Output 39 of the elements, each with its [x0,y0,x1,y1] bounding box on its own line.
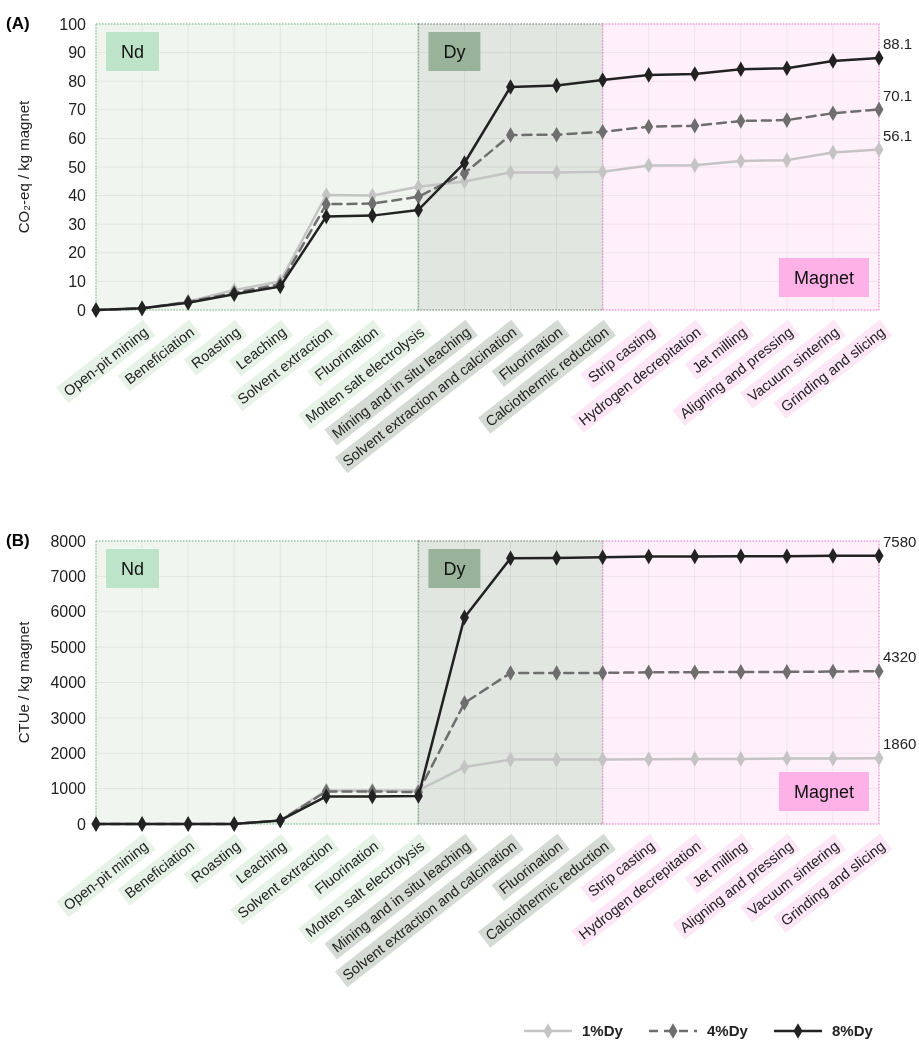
y-tick-label: 60 [68,130,87,148]
y-tick-label: 20 [68,244,87,262]
legend-label: 1%Dy [582,1022,624,1039]
y-tick-label: 0 [77,815,87,833]
data-label: 88.1 [883,35,913,53]
y-tick-label: 4000 [50,674,87,692]
y-tick-label: 1000 [50,780,87,798]
data-label: 1860 [883,735,917,753]
legend-label: 4%Dy [707,1022,749,1039]
annotation: Nd [121,558,145,579]
y-tick-label: 50 [68,158,87,176]
y-tick-label: 2000 [50,744,87,762]
data-label: 56.1 [883,126,913,144]
chart-title: (B) [6,531,30,550]
data-label: 7580 [883,532,917,550]
y-tick-label: 40 [68,187,87,205]
annotation: Nd [121,41,145,62]
legend-label: 8%Dy [832,1022,874,1039]
y-tick-label: 0 [77,301,87,319]
data-label: 4320 [883,648,917,666]
y-tick-label: 10 [68,273,87,291]
y-tick-label: 7000 [50,567,87,585]
y-axis-title: CO₂-eq / kg magnet [15,99,32,234]
band-label: Magnet [793,781,854,802]
y-tick-label: 3000 [50,709,87,727]
y-tick-label: 8000 [50,532,87,550]
y-tick-label: 30 [68,215,87,233]
band-label: Magnet [793,267,854,288]
band-label: Dy [443,41,466,62]
y-tick-label: 6000 [50,603,87,621]
y-axis-title: CTUe / kg magnet [15,620,32,744]
y-tick-label: 80 [68,72,87,90]
chart-title: (A) [6,14,30,33]
band-label: Dy [443,558,466,579]
y-tick-label: 100 [59,15,87,33]
y-tick-label: 90 [68,44,87,62]
y-tick-label: 70 [68,101,87,119]
data-label: 70.1 [883,86,913,104]
y-tick-label: 5000 [50,638,87,656]
